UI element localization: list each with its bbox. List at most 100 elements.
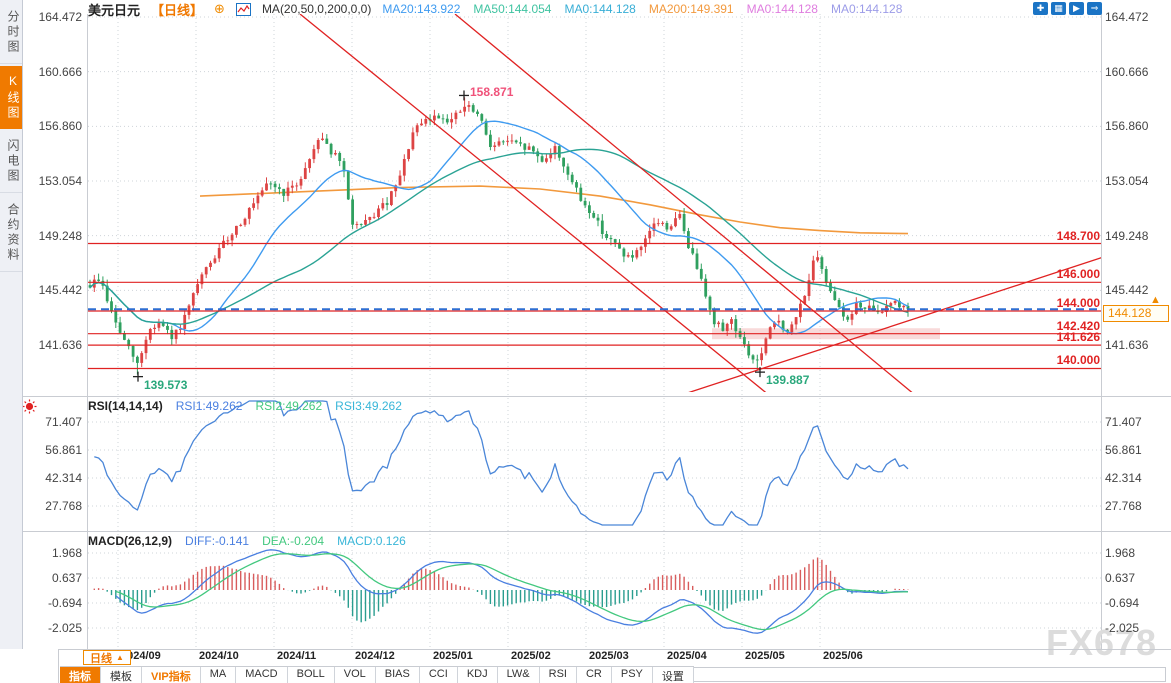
macd-legend-item: DEA:-0.204 [262,534,325,548]
kline-mini-icon [235,2,251,16]
macd-axis-tick-left: -0.694 [47,596,82,610]
price-axis-tick-right: 145.442 [1105,283,1149,298]
toolbar-item-MACD[interactable]: MACD [236,667,288,683]
toolbar-item-VOL[interactable]: VOL [335,667,376,683]
sidebar-item-分时图[interactable]: 分时图 [0,2,22,64]
toolbar-item-CR[interactable]: CR [577,667,612,683]
rsi-axis-tick-left: 71.407 [45,415,82,429]
ma-settings-label[interactable]: MA(20,50,0,200,0,0) [261,2,372,16]
chart-mode-icon[interactable]: ▶ [1069,2,1084,15]
x-axis-month-label: 2024/10 [199,650,239,662]
x-axis-month-label: 2025/01 [433,650,473,662]
rsi-axis-tick-right: 27.768 [1105,499,1142,513]
toolbar-item-RSI[interactable]: RSI [540,667,577,683]
price-axis-tick-left: 145.442 [38,283,82,298]
x-axis-month-label: 2024/12 [355,650,395,662]
ma-legend-item: MA0:144.128 [746,2,818,16]
macd-axis-tick-left: -2.025 [47,621,82,635]
watermark-logo: FX678 [1046,622,1158,663]
macd-axis-tick-right: 1.968 [1105,546,1136,560]
level-price-label: 141.626 [1056,330,1100,345]
x-axis-month-label: 2025/03 [589,650,629,662]
level-price-label: 142.420 [1056,318,1100,333]
sidebar-item-闪电图[interactable]: 闪电图 [0,131,22,193]
indicator-toolbar: 指标 模板 VIP指标 MA MACD BOLL VOL BIAS CCI KDJ LW& RSI CR… [60,666,694,683]
toolbar-item-设置[interactable]: 设置 [653,667,694,683]
price-axis-tick-right: 160.666 [1105,64,1149,79]
symbol-name: 美元日元 [88,2,141,18]
toolbar-item-模板[interactable]: 模板 [101,667,142,683]
price-axis-tick-right: 149.248 [1105,228,1149,243]
toolbar-item-指标[interactable]: 指标 [60,667,101,683]
extreme-price-annotation: 139.887 [766,373,810,388]
candlestick-plot [88,97,910,375]
period-dropdown-label: 日线 [90,652,112,665]
macd-title[interactable]: MACD(26,12,9) [88,534,173,548]
rsi-axis-tick-left: 42.314 [45,471,82,485]
axis-scale-icon[interactable]: ▦ [1051,2,1066,15]
toolbar-item-MA[interactable]: MA [201,667,237,683]
level-price-label: 140.000 [1056,353,1100,368]
macd-axis-tick-left: 0.637 [51,571,82,585]
bottom-left-cell [0,649,59,683]
rsi-values: RSI1:49.262 RSI2:49.262 RSI3:49.262 [176,399,402,413]
macd-values: DIFF:-0.141 DEA:-0.204 MACD:0.126 [185,534,406,548]
toolbar-item-BIAS[interactable]: BIAS [376,667,420,683]
price-up-arrow-icon: ▲ [1150,294,1161,306]
macd-legend-row: MACD(26,12,9) DIFF:-0.141 DEA:-0.204 MACD:… [88,534,406,548]
extreme-price-annotation: 139.573 [144,377,188,392]
toolbar-item-VIP指标[interactable]: VIP指标 [142,667,201,683]
panel-divider [22,649,1171,650]
add-indicator-icon[interactable]: ⊕ [214,1,225,16]
chart-type-sidebar: 分时图 K线图 闪电图 合约资料 [0,0,23,649]
macd-axis-tick-right: -2.025 [1105,621,1140,635]
x-axis-month-label: 2025/06 [823,650,863,662]
price-axis-tick-left: 153.054 [38,174,82,188]
rsi-axis-tick-right: 71.407 [1105,415,1142,429]
chart-header: 美元日元 【日线】 ⊕ MA(20,50,0,200,0,0) MA20:143… [88,1,902,18]
price-axis-tick-left: 156.860 [38,119,82,134]
period-tag: 【日线】 [151,2,204,18]
ma-legend-item: MA200:149.391 [648,2,734,16]
extreme-price-annotation: 158.871 [470,85,514,100]
rsi-title[interactable]: RSI(14,14,14) [88,399,163,413]
rsi-legend-row: RSI(14,14,14) RSI1:49.262 RSI2:49.262 RSI3… [88,399,402,413]
rsi-axis-tick-left: 27.768 [45,499,82,513]
panel-divider [22,531,1171,532]
toolbar-item-LW&[interactable]: LW& [498,667,540,683]
x-axis-month-label: 2025/02 [511,650,551,662]
macd-legend-item: MACD:0.126 [337,534,406,548]
macd-legend-item: DIFF:-0.141 [185,534,250,548]
rsi-settings-icon[interactable] [22,399,37,417]
x-axis-month-label: 2025/05 [745,650,785,662]
macd-axis-tick-left: 1.968 [51,546,82,560]
price-axis-tick-right: 156.860 [1105,119,1149,134]
price-axis-tick-right: 141.636 [1105,338,1149,352]
level-price-label: 144.000 [1056,296,1100,311]
toolbar-item-KDJ[interactable]: KDJ [458,667,498,683]
price-axis-tick-right: 164.472 [1105,10,1149,24]
ma-legend-item: MA20:143.922 [382,2,461,16]
x-axis-month-label: 2024/09 [121,650,161,662]
ma-legend-item: MA0:144.128 [564,2,636,16]
crosshair-icon[interactable]: ✚ [1033,2,1048,15]
sidebar-item-合约资料[interactable]: 合约资料 [0,195,22,272]
toolbar-item-PSY[interactable]: PSY [612,667,653,683]
toolbar-item-BOLL[interactable]: BOLL [288,667,335,683]
current-price-badge[interactable]: 144.128 [1103,305,1169,322]
rsi-legend-item: RSI2:49.262 [255,399,323,413]
period-dropdown-button[interactable]: 日线 ▲ [83,650,131,665]
dropdown-arrow-icon: ▲ [116,653,124,662]
price-axis-tick-left: 141.636 [38,338,82,352]
x-axis-month-label: 2025/04 [667,650,707,662]
pop-out-icon[interactable]: ⇒ [1087,2,1102,15]
rsi-legend-item: RSI3:49.262 [335,399,402,413]
macd-axis-tick-right: -0.694 [1105,596,1140,610]
toolbar-item-CCI[interactable]: CCI [420,667,458,683]
sidebar-item-K线图[interactable]: K线图 [0,66,22,129]
x-axis-month-label: 2024/11 [277,650,317,662]
panel-divider [22,396,1171,397]
rsi-legend-item: RSI1:49.262 [175,399,243,413]
